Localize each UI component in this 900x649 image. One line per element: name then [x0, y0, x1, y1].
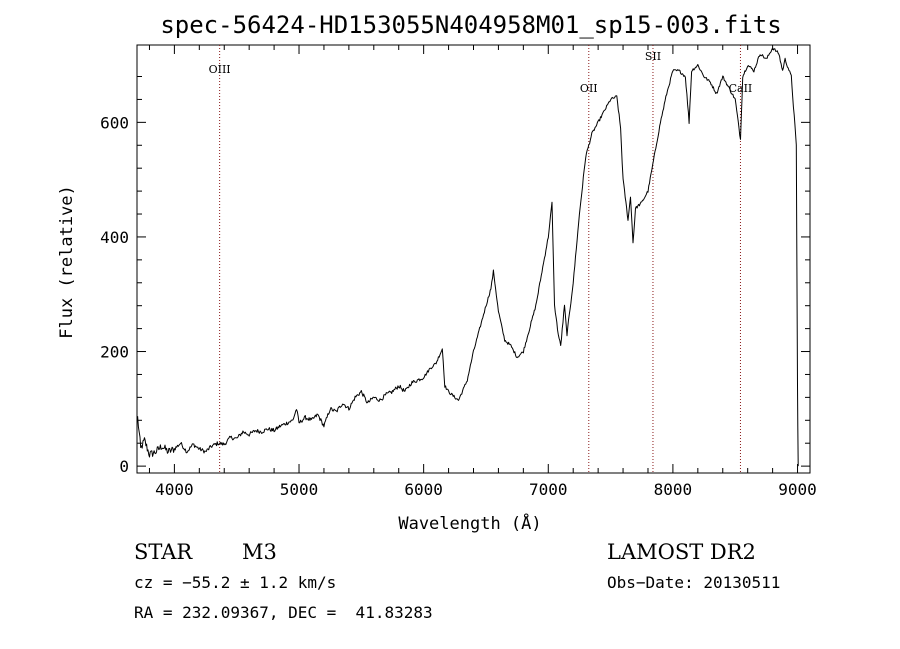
y-tick-label: 600 — [100, 113, 129, 132]
spectral-line-label: CaII — [729, 82, 753, 95]
obs-date: Obs−Date: 20130511 — [607, 573, 781, 592]
spectral-line-label: OII — [580, 82, 598, 95]
plot-frame — [136, 44, 811, 474]
y-tick-label: 200 — [100, 343, 129, 362]
redshift-text: cz = −55.2 ± 1.2 km/s — [134, 573, 337, 592]
chart-title: spec-56424-HD153055N404958M01_sp15-003.f… — [160, 11, 781, 39]
spectrum-chart: spec-56424-HD153055N404958M01_sp15-003.f… — [57, 11, 817, 534]
y-tick-label: 400 — [100, 228, 129, 247]
x-tick-label: 5000 — [280, 480, 319, 499]
x-tick-label: 9000 — [778, 480, 817, 499]
x-tick-label: 7000 — [529, 480, 568, 499]
plot-area: 4000 5000 6000 7000 8000 9000 0 200 400 600 OIII OI… — [100, 44, 817, 499]
x-axis-label: Wavelength (Å) — [398, 512, 541, 534]
survey-name: LAMOST DR2 — [607, 540, 756, 564]
spectrum-line — [137, 47, 799, 467]
spectral-line-label: SII — [645, 50, 661, 63]
object-subclass: M3 — [242, 540, 277, 564]
spectral-line-label: OIII — [209, 63, 231, 76]
y-axis-label: Flux (relative) — [57, 185, 77, 339]
y-tick-label: 0 — [119, 457, 129, 476]
object-type: STAR — [134, 540, 193, 564]
x-tick-label: 8000 — [654, 480, 693, 499]
coordinates: RA = 232.09367, DEC = 41.83283 — [134, 603, 433, 622]
x-tick-label: 4000 — [155, 480, 194, 499]
x-tick-label: 6000 — [404, 480, 443, 499]
